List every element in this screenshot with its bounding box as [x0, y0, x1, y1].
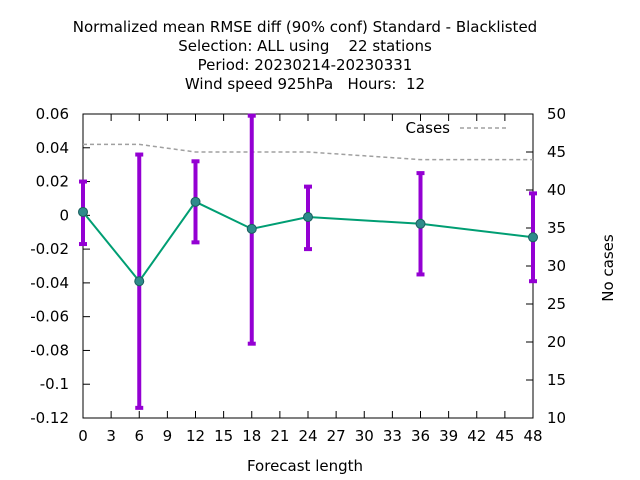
data-point — [415, 218, 426, 229]
y-tick-label: 0.06 — [36, 105, 69, 123]
x-tick-label: 24 — [298, 427, 317, 445]
y2-tick-label: 20 — [547, 333, 566, 351]
legend-label-cases: Cases — [405, 119, 450, 137]
cases-line — [83, 143, 533, 161]
title-line-2: Selection: ALL using 22 stations — [178, 37, 432, 55]
data-point — [528, 232, 538, 243]
data-point — [190, 196, 201, 207]
x-tick-label: 18 — [242, 427, 261, 445]
series-layer — [78, 113, 538, 410]
x-tick-label: 0 — [78, 427, 88, 445]
title-line-3: Period: 20230214-20230331 — [198, 56, 413, 74]
x-tick-label: 3 — [106, 427, 116, 445]
x-tick-label: 6 — [134, 427, 144, 445]
y-tick-label: 0.04 — [36, 139, 69, 157]
y-tick-label: -0.04 — [30, 274, 69, 292]
y2-tick-label: 10 — [547, 409, 566, 427]
title-line-1: Normalized mean RMSE diff (90% conf) Sta… — [73, 18, 537, 36]
data-point — [134, 276, 145, 287]
x-tick-label: 12 — [186, 427, 205, 445]
y2-tick-label: 25 — [547, 295, 566, 313]
title-line-4: Wind speed 925hPa Hours: 12 — [185, 75, 425, 93]
x-tick-label: 15 — [214, 427, 233, 445]
x-tick-label: 42 — [467, 427, 486, 445]
x-tick-label: 9 — [163, 427, 173, 445]
data-point — [246, 223, 257, 234]
y-tick-label: -0.08 — [30, 341, 69, 359]
x-tick-label: 21 — [270, 427, 289, 445]
y-tick-label: 0 — [59, 206, 69, 224]
y-tick-label: 0.02 — [36, 173, 69, 191]
y-tick-label: -0.12 — [30, 409, 69, 427]
x-tick-label: 33 — [383, 427, 402, 445]
y2-tick-label: 45 — [547, 143, 566, 161]
x-tick-label: 39 — [439, 427, 458, 445]
y2-tick-label: 15 — [547, 371, 566, 389]
x-tick-label: 27 — [327, 427, 346, 445]
y2-tick-label: 50 — [547, 105, 566, 123]
data-point — [78, 206, 88, 217]
y-tick-label: -0.1 — [40, 375, 69, 393]
y-tick-label: -0.06 — [30, 308, 69, 326]
x-axis-label: Forecast length — [247, 457, 363, 475]
legend: Cases — [405, 119, 506, 137]
x-tick-label: 45 — [495, 427, 514, 445]
x-tick-label: 48 — [523, 427, 542, 445]
data-point — [303, 212, 313, 223]
x-tick-label: 30 — [355, 427, 374, 445]
y2-tick-label: 30 — [547, 257, 566, 275]
axis-ticks: 0 3 6 9 12 15 18 21 24 27 30 33 36 39 42 45 48-0.12-0.1-… — [30, 105, 566, 445]
y2-tick-label: 40 — [547, 181, 566, 199]
chart-title: Normalized mean RMSE diff (90% conf) Sta… — [73, 18, 537, 93]
y2-axis-label: No cases — [599, 234, 617, 302]
y-tick-label: -0.02 — [30, 240, 69, 258]
x-tick-label: 36 — [411, 427, 430, 445]
y2-tick-label: 35 — [547, 219, 566, 237]
